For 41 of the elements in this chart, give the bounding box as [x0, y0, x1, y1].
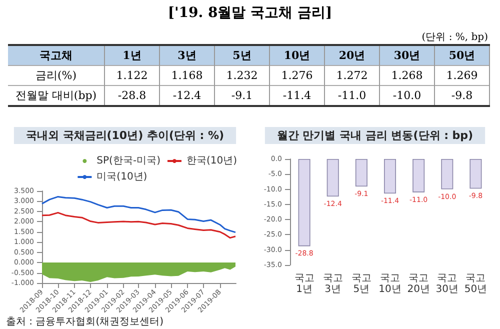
line-series [41, 212, 236, 239]
x-tick-label: 국고 3년 [322, 273, 343, 295]
data-label: 1.276 [270, 66, 324, 86]
data-label: 1.272 [324, 66, 380, 86]
x-tick-label: 국고 1년 [294, 273, 314, 295]
line-series [41, 196, 236, 234]
category-label: 10년 [270, 45, 324, 66]
x-tick-label: 국고 5년 [351, 273, 372, 295]
x-tick-label: 국고 50년 [464, 273, 488, 295]
data-label: -9.1 [214, 86, 270, 106]
text: 금리(%) [8, 66, 104, 86]
category-label: 1년 [104, 45, 160, 66]
text: 국고채 [8, 45, 104, 66]
chart-title: 국내외 국채금리(10년) 추이(단위 : %) [26, 129, 224, 142]
text: 전월말 대비(bp) [8, 86, 104, 106]
data-label: 1.168 [160, 66, 214, 86]
category-label: 3년 [160, 45, 214, 66]
x-tick-label: 국고 30년 [436, 273, 459, 295]
data-label: -28.8 [104, 86, 160, 106]
legend-label: 한국(10년) [186, 156, 238, 166]
data-label: 1.122 [104, 66, 160, 86]
data-label: 1.269 [434, 66, 490, 86]
source-note: 출처 : 금융투자협회(채권정보센터) [6, 316, 164, 328]
x-tick-label: 국고 10년 [378, 273, 402, 295]
data-label: 1.268 [380, 66, 434, 86]
data-label: -11.4 [270, 86, 324, 106]
category-label: 50년 [434, 45, 490, 66]
x-tick-label: 국고 20년 [407, 273, 430, 295]
data-label: 1.232 [214, 66, 270, 86]
text: ['19. 8월말 국고채 금리] [166, 4, 334, 22]
data-label: -10.0 [380, 86, 434, 106]
data-label: -9.8 [434, 86, 490, 106]
category-label: 20년 [324, 45, 380, 66]
chart-title: 월간 만기별 국내 금리 변동(단위 : bp) [276, 129, 474, 142]
data-label: -12.4 [160, 86, 214, 106]
legend-label: 미국(10년) [96, 172, 148, 182]
legend-label: SP(한국-미국) [96, 156, 161, 166]
data-label: -11.0 [324, 86, 380, 106]
category-label: 30년 [380, 45, 434, 66]
text: (단위 : %, bp) [422, 31, 488, 44]
category-label: 5년 [214, 45, 270, 66]
